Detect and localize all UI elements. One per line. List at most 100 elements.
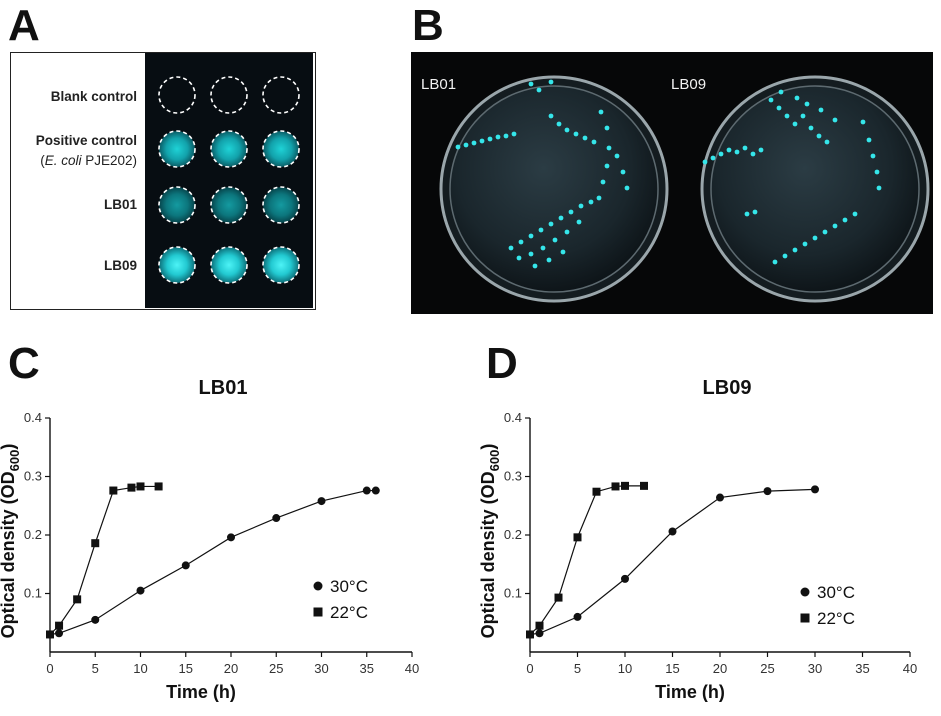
y-axis-label: Optical density (OD600) [0,444,22,639]
data-point-30c [716,493,724,502]
data-point-30c [535,629,544,638]
plate-label-lb09: LB09 [671,76,707,93]
legend-label: 22°C [330,603,368,622]
panel-d-letter: D [486,339,518,388]
petri-plates [439,75,930,303]
data-point-22c [46,630,54,639]
y-tick-label: 0.4 [24,410,42,425]
x-tick-label: 40 [405,661,419,676]
x-tick-label: 35 [360,661,374,676]
well-plate-wells [158,76,300,284]
x-tick-label: 25 [269,661,283,676]
legend-label: 22°C [817,609,855,628]
data-point-22c [109,486,118,495]
well-positive-1 [158,130,196,168]
sublabel-strain: PJE202) [81,153,137,168]
legend-marker-square [800,613,810,623]
data-point-30c [317,497,326,506]
series-line-square [49,485,159,635]
data-point-22c [573,533,582,542]
chart-lb01: LB01 0 5 10 15 20 25 30 35 40 0.1 0.2 0.3 0.4 Time (h)… [0,377,419,702]
data-point-22c [73,595,82,604]
x-tick-label: 20 [713,661,727,676]
panel-a-letter: A [8,1,40,50]
data-point-30c [91,615,100,624]
data-point-30c [181,561,190,570]
well-lb09-2 [210,246,248,284]
data-point-30c [621,574,629,583]
row-label-positive-control: Positive control [35,133,137,148]
data-point-30c [227,533,235,542]
x-tick-label: 30 [314,661,328,676]
well-positive-2 [210,130,248,168]
chart-lb09: LB09 0 5 10 15 20 25 30 35 40 0.1 0.2 0.3 0.4 Time (h)… [478,377,917,702]
colonies-lb09 [702,89,882,265]
x-tick-label: 5 [574,661,581,676]
x-tick-label: 20 [224,661,238,676]
well-blank-1 [158,76,196,114]
data-point-30c [763,487,772,496]
sublabel-species: E. coli [44,153,82,168]
row-label-blank-control: Blank control [50,89,137,104]
chart-title: LB01 [199,377,248,399]
panel-a-well-plate-figure: Blank control Positive control (E. coli … [10,52,316,310]
y-tick-label: 0.1 [24,586,42,601]
data-point-22c [154,482,163,491]
series-line-square [529,485,644,635]
plate-lb01 [439,75,669,303]
data-point-22c [621,481,629,490]
series-line-circle [529,488,816,636]
row-label-lb01: LB01 [103,197,137,212]
y-tick-label: 0.3 [504,469,522,484]
sublabel-prefix: ( [40,153,45,168]
y-axis-label: Optical density (OD600) [478,444,502,639]
x-tick-label: 30 [808,661,822,676]
y-tick-label: 0.1 [504,586,522,601]
well-lb09-3 [262,246,300,284]
row-label-lb09: LB09 [103,258,137,273]
y-tick-label: 0.2 [504,527,522,542]
x-tick-label: 0 [526,661,533,676]
well-lb09-1 [158,246,196,284]
x-tick-label: 0 [46,661,53,676]
panel-c-letter: C [8,339,40,388]
data-point-22c [640,481,648,490]
well-plate-image [145,53,313,308]
series-line-circle [49,489,376,636]
data-point-30c [668,527,677,536]
data-point-30c [272,514,281,523]
x-axis-label: Time (h) [655,682,725,702]
data-point-22c [526,630,534,639]
well-lb01-2 [210,186,248,224]
x-tick-label: 40 [903,661,917,676]
data-point-22c [91,539,100,548]
legend-label: 30°C [817,583,855,602]
well-positive-3 [262,130,300,168]
x-tick-label: 25 [760,661,774,676]
well-lb01-1 [158,186,196,224]
x-tick-label: 10 [133,661,147,676]
data-point-30c [811,485,819,494]
legend-label: 30°C [330,577,368,596]
x-axis-label: Time (h) [166,682,236,702]
well-blank-2 [210,76,248,114]
data-point-30c [362,486,371,495]
data-point-22c [55,621,64,630]
x-tick-label: 10 [618,661,632,676]
panel-b-letter: B [412,1,444,50]
plate-label-lb01: LB01 [421,76,457,93]
chart-title: LB09 [703,377,752,399]
data-point-22c [136,482,145,491]
data-point-22c [611,482,620,491]
data-point-22c [127,483,136,492]
y-tick-label: 0.3 [24,469,42,484]
well-blank-3 [262,76,300,114]
row-sublabel-positive-control: (E. coli PJE202) [40,153,137,168]
x-tick-label: 15 [665,661,679,676]
legend-marker-circle [800,587,810,597]
panel-b-plate-photo: LB01 LB09 [411,52,933,314]
legend-marker-square [313,607,323,617]
data-point-30c [136,586,145,595]
data-point-22c [554,593,563,602]
x-tick-label: 15 [179,661,193,676]
